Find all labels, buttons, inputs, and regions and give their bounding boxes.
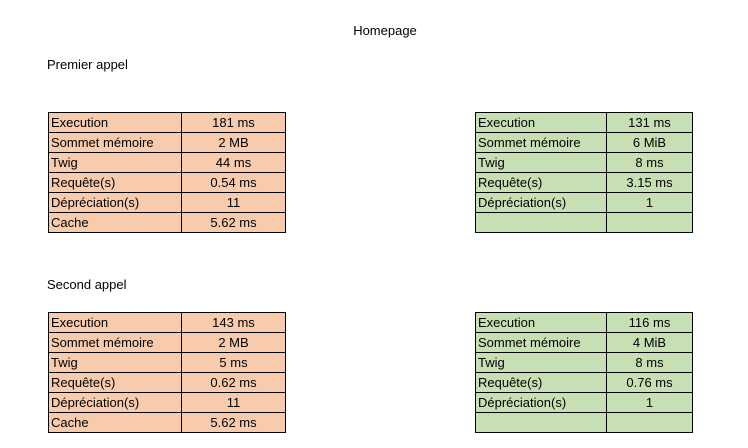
metric-value: 3.15 ms	[606, 172, 693, 193]
metric-value: 5 ms	[181, 352, 286, 373]
metric-label: Execution	[475, 312, 607, 333]
metric-value: 116 ms	[606, 312, 693, 333]
table-row: Twig 44 ms	[48, 152, 286, 173]
table-row: Dépréciation(s) 1	[475, 392, 693, 413]
metric-value	[606, 212, 693, 233]
table-row: Requête(s) 0.54 ms	[48, 172, 286, 193]
metric-label: Dépréciation(s)	[475, 392, 607, 413]
table-row: Dépréciation(s) 11	[48, 192, 286, 213]
metric-label: Cache	[48, 412, 182, 433]
metric-value: 131 ms	[606, 112, 693, 133]
table-row: Twig 5 ms	[48, 352, 286, 373]
metric-label: Requête(s)	[48, 172, 182, 193]
section-heading-premier-appel: Premier appel	[47, 57, 128, 72]
table-row	[475, 212, 693, 233]
page-title: Homepage	[353, 23, 417, 38]
metric-value: 11	[181, 192, 286, 213]
table-row: Requête(s) 0.76 ms	[475, 372, 693, 393]
metric-label: Requête(s)	[475, 172, 607, 193]
metric-value: 5.62 ms	[181, 412, 286, 433]
metric-label	[475, 412, 607, 433]
metric-label: Requête(s)	[475, 372, 607, 393]
metric-value: 11	[181, 392, 286, 413]
premier-appel-left-table: Execution 181 ms Sommet mémoire 2 MB Twi…	[48, 112, 286, 233]
table-row: Sommet mémoire 6 MiB	[475, 132, 693, 153]
table-row: Dépréciation(s) 1	[475, 192, 693, 213]
metric-value: 1	[606, 192, 693, 213]
metric-label: Dépréciation(s)	[48, 192, 182, 213]
table-row: Execution 116 ms	[475, 312, 693, 333]
metric-label: Sommet mémoire	[475, 132, 607, 153]
metric-value: 143 ms	[181, 312, 286, 333]
metric-label: Execution	[48, 312, 182, 333]
metric-label: Twig	[475, 352, 607, 373]
metric-label	[475, 212, 607, 233]
metric-label: Cache	[48, 212, 182, 233]
metric-label: Execution	[475, 112, 607, 133]
table-row: Cache 5.62 ms	[48, 212, 286, 233]
metric-label: Requête(s)	[48, 372, 182, 393]
second-appel-right-table: Execution 116 ms Sommet mémoire 4 MiB Tw…	[475, 312, 693, 433]
table-row: Dépréciation(s) 11	[48, 392, 286, 413]
metric-value: 1	[606, 392, 693, 413]
metric-value: 2 MB	[181, 132, 286, 153]
table-row: Cache 5.62 ms	[48, 412, 286, 433]
table-row: Execution 131 ms	[475, 112, 693, 133]
metric-value: 0.76 ms	[606, 372, 693, 393]
metric-value: 6 MiB	[606, 132, 693, 153]
premier-appel-right-table: Execution 131 ms Sommet mémoire 6 MiB Tw…	[475, 112, 693, 233]
metric-value: 4 MiB	[606, 332, 693, 353]
metric-label: Sommet mémoire	[48, 332, 182, 353]
metric-value: 8 ms	[606, 152, 693, 173]
metric-label: Sommet mémoire	[475, 332, 607, 353]
metric-value: 0.62 ms	[181, 372, 286, 393]
table-row: Sommet mémoire 4 MiB	[475, 332, 693, 353]
metric-label: Sommet mémoire	[48, 132, 182, 153]
metric-value: 2 MB	[181, 332, 286, 353]
metric-value: 44 ms	[181, 152, 286, 173]
table-row	[475, 412, 693, 433]
metric-value: 8 ms	[606, 352, 693, 373]
table-row: Execution 181 ms	[48, 112, 286, 133]
table-row: Requête(s) 0.62 ms	[48, 372, 286, 393]
table-row: Requête(s) 3.15 ms	[475, 172, 693, 193]
metric-value: 5.62 ms	[181, 212, 286, 233]
metric-label: Twig	[48, 152, 182, 173]
table-row: Sommet mémoire 2 MB	[48, 132, 286, 153]
metric-label: Dépréciation(s)	[475, 192, 607, 213]
metric-value: 181 ms	[181, 112, 286, 133]
table-row: Twig 8 ms	[475, 352, 693, 373]
metric-value: 0.54 ms	[181, 172, 286, 193]
metric-value	[606, 412, 693, 433]
table-row: Twig 8 ms	[475, 152, 693, 173]
section-heading-second-appel: Second appel	[47, 277, 127, 292]
metric-label: Execution	[48, 112, 182, 133]
second-appel-left-table: Execution 143 ms Sommet mémoire 2 MB Twi…	[48, 312, 286, 433]
metric-label: Twig	[48, 352, 182, 373]
metric-label: Twig	[475, 152, 607, 173]
metric-label: Dépréciation(s)	[48, 392, 182, 413]
table-row: Execution 143 ms	[48, 312, 286, 333]
table-row: Sommet mémoire 2 MB	[48, 332, 286, 353]
